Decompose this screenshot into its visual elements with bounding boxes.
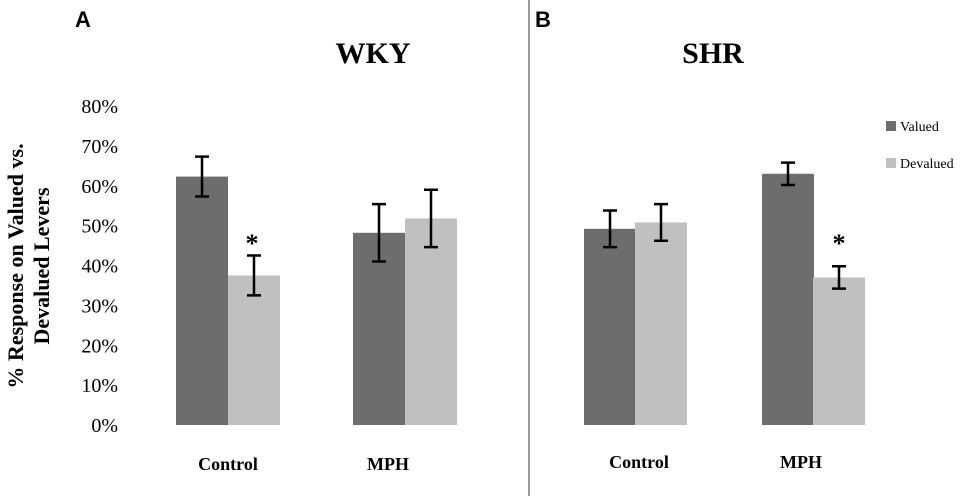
y-tick-label: 80% [81,96,118,118]
error-bar-shr-control-devalued [654,202,668,243]
legend-label-valued: Valued [900,120,939,135]
y-tick-label: 70% [81,136,118,158]
panel-a-letter: A [75,7,91,32]
y-tick-label: 10% [81,375,118,397]
bars [176,155,865,425]
y-axis-label-line-2: Devalued Levers [29,187,54,344]
error-bar-shr-mph-valued [781,161,795,187]
legend-swatch-devalued [886,158,896,168]
panel-a-title: WKY [336,37,411,70]
error-bar-shr-mph-devalued [832,265,846,290]
y-axis-label-line-1: % Response on Valued vs. [3,143,28,388]
y-tick-label: 20% [81,335,118,357]
bar-wky-mph-valued [353,232,405,425]
bar-shr-mph-valued [762,173,814,425]
bar-wky-control-valued [176,176,228,425]
error-bar-shr-control-valued [603,209,617,249]
error-bar-wky-control-devalued [247,254,261,297]
legend: Valued Devalued [886,120,954,172]
bar-shr-mph-devalued [813,277,865,425]
bar-shr-control-valued [584,228,636,425]
y-tick-label: 0% [91,415,118,437]
bar-shr-control-devalued [635,222,687,425]
category-label-wky-mph: MPH [367,454,409,474]
error-bar-wky-mph-devalued [424,188,438,249]
legend-label-devalued: Devalued [900,157,954,172]
bar-wky-mph-devalued [405,218,457,425]
y-tick-label: 30% [81,295,118,317]
category-label-shr-mph: MPH [780,452,822,472]
significance-marker-wky-control: * [246,229,259,258]
category-label-shr-control: Control [609,452,669,472]
bar-wky-control-devalued [228,275,280,425]
error-bar-wky-control-valued [195,155,209,198]
y-tick-label: 50% [81,216,118,238]
panel-b-letter: B [535,7,551,32]
y-tick-labels: 0% 10% 20% 30% 40% 50% 60% 70% 80% [81,96,118,437]
legend-swatch-valued [886,121,896,131]
panel-b-title: SHR [682,37,744,70]
y-tick-label: 60% [81,176,118,198]
significance-marker-shr-mph: * [833,229,846,258]
y-tick-label: 40% [81,256,118,278]
error-bar-wky-mph-valued [372,202,386,263]
category-label-wky-control: Control [198,454,258,474]
